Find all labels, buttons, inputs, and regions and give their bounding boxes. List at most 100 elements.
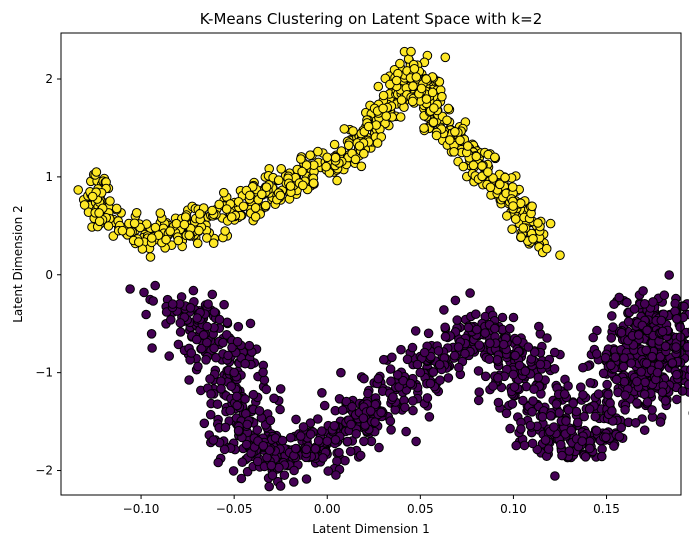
scatter-point [623, 317, 634, 327]
scatter-point [330, 152, 341, 163]
scatter-point [407, 342, 418, 353]
scatter-point [94, 208, 104, 218]
scatter-point [603, 389, 613, 400]
scatter-point [508, 312, 519, 323]
scatter-point [346, 419, 356, 430]
scatter-point [228, 466, 239, 476]
scatter-point [167, 299, 178, 309]
scatter-point [73, 185, 83, 195]
scatter-point [463, 141, 473, 151]
scatter-point [684, 371, 689, 381]
scatter-point [391, 75, 402, 86]
x-tick-label: 0.10 [500, 502, 527, 516]
scatter-point [429, 103, 439, 113]
scatter-point [208, 238, 219, 248]
scatter-point [408, 405, 418, 416]
scatter-point [161, 234, 171, 245]
scatter-point [412, 359, 423, 370]
scatter-point [125, 284, 135, 294]
scatter-point [580, 452, 591, 462]
scatter-point [493, 397, 504, 408]
scatter-point [502, 211, 512, 221]
scatter-point [495, 179, 505, 190]
scatter-point [614, 292, 625, 303]
scatter-point [337, 405, 348, 416]
scatter-point [440, 331, 451, 342]
scatter-point [419, 347, 430, 358]
scatter-point [488, 381, 498, 391]
scatter-point [540, 435, 551, 445]
scatter-point [452, 315, 463, 325]
scatter-point [301, 160, 312, 170]
scatter-point [490, 152, 500, 163]
scatter-point [534, 321, 544, 332]
scatter-point [277, 435, 288, 446]
scatter-point [378, 90, 389, 101]
scatter-point [209, 343, 219, 354]
scatter-point [453, 342, 464, 352]
scatter-point [409, 64, 420, 74]
scatter-point [339, 124, 350, 134]
scatter-point [329, 139, 340, 150]
scatter-point [373, 81, 384, 92]
scatter-point [597, 451, 607, 462]
scatter-point [660, 341, 671, 352]
scatter-point [145, 252, 156, 262]
scatter-point [523, 342, 534, 352]
scatter-point [442, 115, 452, 126]
scatter-point [455, 135, 465, 146]
scatter-point [509, 382, 520, 392]
scatter-point [365, 406, 376, 416]
scatter-point [498, 339, 509, 350]
scatter-point [221, 204, 232, 214]
scatter-point [206, 389, 216, 399]
x-axis: −0.10 −0.05 0.00 0.05 0.10 0.15 [123, 495, 620, 516]
scatter-point [474, 340, 485, 350]
scatter-point [141, 309, 151, 320]
scatter-point [514, 360, 525, 371]
scatter-point [330, 435, 341, 445]
scatter-point [79, 200, 90, 210]
scatter-point [331, 470, 341, 480]
scatter-point [111, 203, 122, 214]
scatter-point [295, 431, 306, 441]
scatter-point [340, 455, 350, 466]
scatter-point [242, 419, 253, 430]
scatter-point [641, 358, 652, 369]
scatter-point [473, 395, 484, 406]
scatter-point [319, 400, 330, 411]
y-axis: −2 −1 0 1 2 [35, 72, 61, 478]
scatter-point [443, 103, 454, 114]
scatter-point [305, 429, 316, 440]
scatter-point [598, 368, 609, 379]
scatter-point [656, 315, 667, 326]
scatter-point [605, 398, 615, 409]
scatter-point [428, 117, 439, 127]
scatter-point [410, 326, 421, 336]
scatter-point [525, 420, 536, 431]
scatter-point [329, 421, 340, 431]
scatter-point [105, 196, 115, 206]
scatter-point [431, 130, 442, 141]
scatter-point [184, 375, 194, 385]
scatter-point [636, 367, 647, 377]
scatter-point [260, 200, 271, 211]
scatter-point [321, 161, 331, 172]
scatter-point [454, 362, 464, 373]
scatter-point [267, 470, 278, 481]
scatter-point [421, 74, 432, 84]
scatter-point [535, 359, 546, 370]
scatter-point [619, 376, 630, 387]
scatter-point [609, 299, 619, 310]
scatter-point [232, 400, 242, 411]
scatter-point [629, 304, 640, 314]
scatter-point [507, 182, 518, 192]
scatter-point [370, 417, 380, 428]
scatter-point [203, 299, 213, 309]
scatter-point [345, 446, 356, 457]
scatter-point [385, 416, 396, 426]
scatter-point [642, 397, 653, 407]
scatter-point [291, 414, 301, 425]
scatter-point [527, 407, 537, 417]
